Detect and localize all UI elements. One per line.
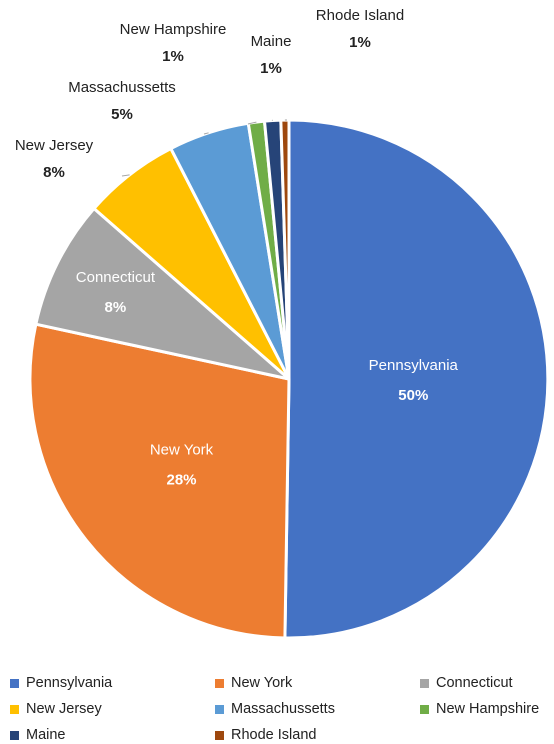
legend-label-connecticut: Connecticut xyxy=(436,675,513,691)
legend-label-new-hampshire: New Hampshire xyxy=(436,701,540,717)
legend-label-new-york: New York xyxy=(231,675,293,691)
legend-item-pennsylvania: Pennsylvania xyxy=(10,675,215,691)
slice-label-new-hampshire: New Hampshire xyxy=(120,21,227,38)
slice-label-rhode-island: Rhode Island xyxy=(316,7,404,24)
slice-label-pennsylvania: Pennsylvania xyxy=(369,357,459,374)
legend-item-rhode-island: Rhode Island xyxy=(215,727,420,743)
pie-slice-new-york xyxy=(28,322,291,640)
slice-value-rhode-island: 1% xyxy=(349,34,371,51)
pie-chart: Pennsylvania 50% New York 28% Connecticut 8% N… xyxy=(15,7,550,640)
legend-item-connecticut: Connecticut xyxy=(420,675,554,691)
legend-label-pennsylvania: Pennsylvania xyxy=(26,675,113,691)
legend-item-new-york: New York xyxy=(215,675,420,691)
legend-label-massachussetts: Massachussetts xyxy=(231,701,335,717)
slice-value-maine: 1% xyxy=(260,60,282,77)
slice-label-maine: Maine xyxy=(251,33,292,50)
leader-line-massachussetts xyxy=(203,132,209,135)
pie-slice-pennsylvania xyxy=(283,118,550,640)
slice-value-new-york: 28% xyxy=(166,471,196,488)
pie-chart-svg: Pennsylvania 50% New York 28% Connecticut 8% N… xyxy=(15,7,550,640)
slice-label-connecticut: Connecticut xyxy=(76,269,156,286)
legend-item-massachussetts: Massachussetts xyxy=(215,701,420,717)
slice-value-massachussetts: 5% xyxy=(111,106,133,123)
slice-label-massachussetts: Massachussetts xyxy=(68,79,176,96)
legend-swatch-new-york xyxy=(215,678,224,688)
slice-value-pennsylvania: 50% xyxy=(398,387,428,404)
legend-swatch-massachussetts xyxy=(215,704,224,714)
slice-value-new-hampshire: 1% xyxy=(162,48,184,65)
legend-item-maine: Maine xyxy=(10,727,215,743)
legend-swatch-pennsylvania xyxy=(10,678,19,688)
leader-line-new-hampshire xyxy=(247,121,257,125)
slice-value-connecticut: 8% xyxy=(105,299,127,316)
slice-value-new-jersey: 8% xyxy=(43,164,65,181)
legend-swatch-new-jersey xyxy=(10,704,19,714)
legend-swatch-new-hampshire xyxy=(420,704,429,714)
leader-line-maine xyxy=(271,119,273,121)
legend-item-new-hampshire: New Hampshire xyxy=(420,701,554,717)
leader-line-new-jersey xyxy=(121,174,130,177)
pie-slice-connecticut xyxy=(34,207,291,381)
chart-legend: Pennsylvania New York Connecticut New Jerse… xyxy=(10,670,554,744)
legend-label-new-jersey: New Jersey xyxy=(26,701,102,717)
slice-label-new-york: New York xyxy=(150,441,214,458)
legend-label-maine: Maine xyxy=(26,727,66,743)
legend-swatch-maine xyxy=(10,730,19,740)
slice-label-new-jersey: New Jersey xyxy=(15,137,94,154)
legend-swatch-rhode-island xyxy=(215,730,224,740)
legend-label-rhode-island: Rhode Island xyxy=(231,727,317,743)
legend-swatch-connecticut xyxy=(420,678,429,688)
legend-item-new-jersey: New Jersey xyxy=(10,701,215,717)
